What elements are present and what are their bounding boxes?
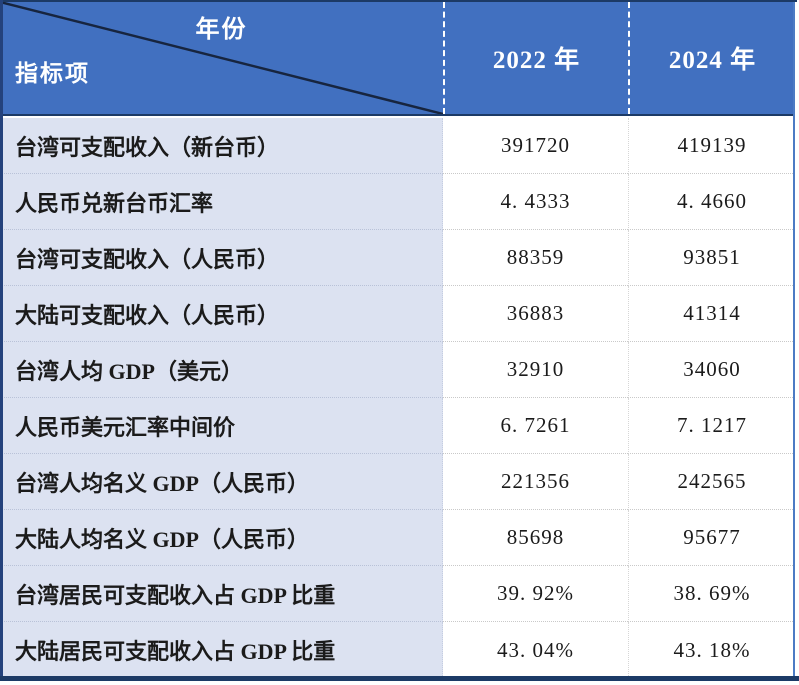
value-2024: 93851: [628, 230, 795, 286]
column-header-2022: 2022 年: [443, 2, 628, 114]
row-label: 人民币兑新台币汇率: [0, 174, 443, 230]
table-row: 大陆居民可支配收入占 GDP 比重 43. 04% 43. 18%: [0, 622, 795, 678]
row-label: 大陆人均名义 GDP（人民币）: [0, 510, 443, 566]
row-label: 台湾可支配收入（新台币）: [0, 118, 443, 174]
table-row: 台湾可支配收入（新台币） 391720 419139: [0, 118, 795, 174]
corner-year-label: 年份: [195, 17, 248, 43]
value-2022: 85698: [443, 510, 628, 566]
value-2024: 41314: [628, 286, 795, 342]
table-row: 台湾人均名义 GDP（人民币） 221356 242565: [0, 454, 795, 510]
table-body: 台湾可支配收入（新台币） 391720 419139 人民币兑新台币汇率 4. …: [0, 118, 795, 678]
table-row: 台湾居民可支配收入占 GDP 比重 39. 92% 38. 69%: [0, 566, 795, 622]
value-2024: 4. 4660: [628, 174, 795, 230]
table-row: 台湾人均 GDP（美元） 32910 34060: [0, 342, 795, 398]
row-label: 台湾居民可支配收入占 GDP 比重: [0, 566, 443, 622]
row-label: 人民币美元汇率中间价: [0, 398, 443, 454]
value-2022: 88359: [443, 230, 628, 286]
table-row: 人民币美元汇率中间价 6. 7261 7. 1217: [0, 398, 795, 454]
value-2024: 419139: [628, 118, 795, 174]
value-2024: 242565: [628, 454, 795, 510]
value-2022: 6. 7261: [443, 398, 628, 454]
value-2022: 36883: [443, 286, 628, 342]
value-2024: 95677: [628, 510, 795, 566]
table-row: 大陆可支配收入（人民币） 36883 41314: [0, 286, 795, 342]
table-right-border: [793, 2, 795, 681]
value-2022: 39. 92%: [443, 566, 628, 622]
value-2022: 32910: [443, 342, 628, 398]
column-header-2024: 2024 年: [628, 2, 795, 114]
table-bottom-border: [0, 676, 799, 681]
table-top-border: [0, 0, 797, 2]
row-label: 台湾可支配收入（人民币）: [0, 230, 443, 286]
row-label: 台湾人均 GDP（美元）: [0, 342, 443, 398]
table-left-border: [0, 0, 3, 681]
value-2024: 38. 69%: [628, 566, 795, 622]
value-2024: 43. 18%: [628, 622, 795, 678]
header-corner-cell: 年份 指标项: [0, 2, 443, 114]
value-2022: 43. 04%: [443, 622, 628, 678]
value-2022: 391720: [443, 118, 628, 174]
table-header-row: 年份 指标项 2022 年 2024 年: [0, 2, 795, 116]
row-label: 大陆居民可支配收入占 GDP 比重: [0, 622, 443, 678]
table-row: 台湾可支配收入（人民币） 88359 93851: [0, 230, 795, 286]
table-row: 人民币兑新台币汇率 4. 4333 4. 4660: [0, 174, 795, 230]
value-2022: 221356: [443, 454, 628, 510]
diagonal-divider-line: [0, 2, 443, 114]
value-2022: 4. 4333: [443, 174, 628, 230]
value-2024: 7. 1217: [628, 398, 795, 454]
row-label: 台湾人均名义 GDP（人民币）: [0, 454, 443, 510]
corner-indicator-label: 指标项: [15, 61, 90, 86]
value-2024: 34060: [628, 342, 795, 398]
row-label: 大陆可支配收入（人民币）: [0, 286, 443, 342]
table-row: 大陆人均名义 GDP（人民币） 85698 95677: [0, 510, 795, 566]
